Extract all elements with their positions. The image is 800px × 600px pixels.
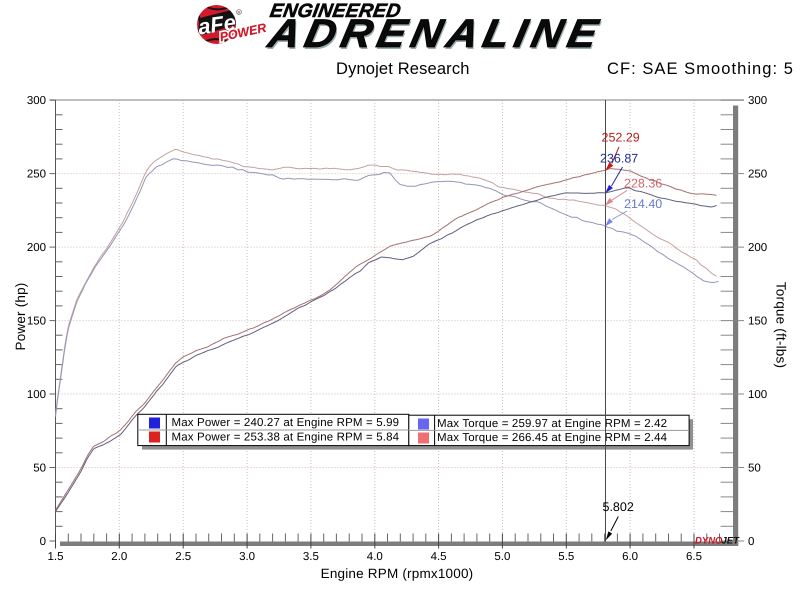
svg-text:250: 250 [748, 169, 767, 181]
svg-text:Power (hp): Power (hp) [13, 282, 28, 350]
svg-text:R: R [237, 10, 240, 15]
svg-text:50: 50 [33, 463, 46, 475]
svg-text:Max Power = 240.27 at Engine R: Max Power = 240.27 at Engine RPM = 5.99 [172, 417, 400, 429]
svg-text:0: 0 [748, 536, 754, 548]
svg-text:228.36: 228.36 [624, 177, 662, 191]
svg-text:214.40: 214.40 [624, 197, 662, 211]
svg-text:3.0: 3.0 [239, 551, 255, 563]
svg-text:300: 300 [748, 95, 767, 107]
svg-text:236.87: 236.87 [600, 152, 638, 166]
svg-text:6.5: 6.5 [686, 551, 702, 563]
svg-text:4.0: 4.0 [367, 551, 383, 563]
svg-text:0: 0 [40, 536, 46, 548]
svg-text:Max Torque = 266.45 at Engine: Max Torque = 266.45 at Engine RPM = 2.44 [437, 432, 668, 444]
svg-text:150: 150 [27, 316, 46, 328]
svg-text:252.29: 252.29 [602, 130, 640, 144]
svg-text:50: 50 [748, 463, 761, 475]
svg-text:2.5: 2.5 [175, 551, 191, 563]
svg-text:2.0: 2.0 [111, 551, 127, 563]
svg-text:1.5: 1.5 [48, 551, 64, 563]
svg-text:Max Torque = 259.97 at Engine: Max Torque = 259.97 at Engine RPM = 2.42 [437, 418, 667, 430]
svg-text:JET: JET [722, 536, 741, 547]
svg-text:250: 250 [27, 169, 46, 181]
svg-text:300: 300 [27, 95, 46, 107]
svg-text:5.5: 5.5 [558, 551, 574, 563]
svg-text:Max Power = 253.38 at Engine R: Max Power = 253.38 at Engine RPM = 5.84 [172, 432, 400, 444]
svg-text:6.0: 6.0 [622, 551, 638, 563]
svg-text:200: 200 [748, 242, 767, 254]
svg-text:Torque (ft-lbs): Torque (ft-lbs) [774, 282, 789, 368]
svg-text:150: 150 [748, 316, 767, 328]
svg-text:5.0: 5.0 [494, 551, 510, 563]
svg-text:200: 200 [27, 242, 46, 254]
svg-text:100: 100 [27, 389, 46, 401]
svg-text:aFe: aFe [196, 9, 237, 39]
svg-text:DYNO: DYNO [695, 536, 723, 547]
svg-text:100: 100 [748, 389, 767, 401]
svg-text:Engine RPM (rpmx1000): Engine RPM (rpmx1000) [321, 566, 474, 581]
svg-text:3.5: 3.5 [303, 551, 319, 563]
svg-text:5.802: 5.802 [603, 500, 634, 514]
svg-text:4.5: 4.5 [431, 551, 447, 563]
